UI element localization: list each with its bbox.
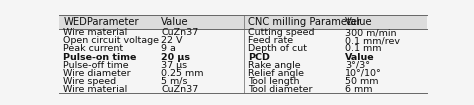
Text: 50 mm: 50 mm bbox=[345, 77, 379, 86]
Text: 20 μs: 20 μs bbox=[161, 53, 191, 62]
Text: Wire material: Wire material bbox=[64, 28, 128, 37]
Text: Peak current: Peak current bbox=[64, 45, 123, 53]
Text: Pulse-on time: Pulse-on time bbox=[64, 53, 137, 62]
Text: 0.1 mm/rev: 0.1 mm/rev bbox=[345, 36, 400, 45]
Text: 10°/10°: 10°/10° bbox=[345, 69, 382, 78]
Text: 0.25 mm: 0.25 mm bbox=[161, 69, 204, 78]
Text: 37 μs: 37 μs bbox=[161, 61, 188, 70]
Text: Depth of cut: Depth of cut bbox=[248, 45, 307, 53]
Bar bbox=[59, 15, 427, 29]
Text: 300 m/min: 300 m/min bbox=[345, 28, 397, 37]
Text: CuZn37: CuZn37 bbox=[161, 28, 199, 37]
Text: Value: Value bbox=[345, 17, 373, 27]
Text: Wire speed: Wire speed bbox=[64, 77, 117, 86]
Text: CuZn37: CuZn37 bbox=[161, 85, 199, 94]
Text: 6 mm: 6 mm bbox=[345, 85, 373, 94]
Text: 5 m/s: 5 m/s bbox=[161, 77, 188, 86]
Text: Value: Value bbox=[161, 17, 189, 27]
Text: CNC milling Parameter: CNC milling Parameter bbox=[248, 17, 361, 27]
Text: Feed rate: Feed rate bbox=[248, 36, 293, 45]
Text: Rake angle: Rake angle bbox=[248, 61, 301, 70]
Text: Pulse-off time: Pulse-off time bbox=[64, 61, 129, 70]
Text: Tool diameter: Tool diameter bbox=[248, 85, 312, 94]
Text: 0.1 mm: 0.1 mm bbox=[345, 45, 382, 53]
Text: Open circuit voltage: Open circuit voltage bbox=[64, 36, 159, 45]
Text: WEDParameter: WEDParameter bbox=[64, 17, 139, 27]
Text: Relief angle: Relief angle bbox=[248, 69, 304, 78]
Text: PCD: PCD bbox=[248, 53, 270, 62]
Text: Wire diameter: Wire diameter bbox=[64, 69, 131, 78]
Text: Cutting speed: Cutting speed bbox=[248, 28, 314, 37]
Text: Tool length: Tool length bbox=[248, 77, 299, 86]
Text: Value: Value bbox=[345, 53, 374, 62]
Text: 22 V: 22 V bbox=[161, 36, 183, 45]
Text: 3°/3°: 3°/3° bbox=[345, 61, 370, 70]
Text: Wire material: Wire material bbox=[64, 85, 128, 94]
Text: 9 a: 9 a bbox=[161, 45, 176, 53]
